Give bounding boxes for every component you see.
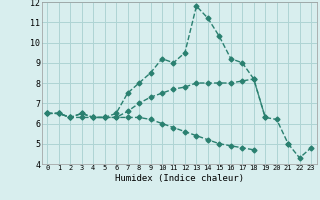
X-axis label: Humidex (Indice chaleur): Humidex (Indice chaleur) xyxy=(115,174,244,183)
